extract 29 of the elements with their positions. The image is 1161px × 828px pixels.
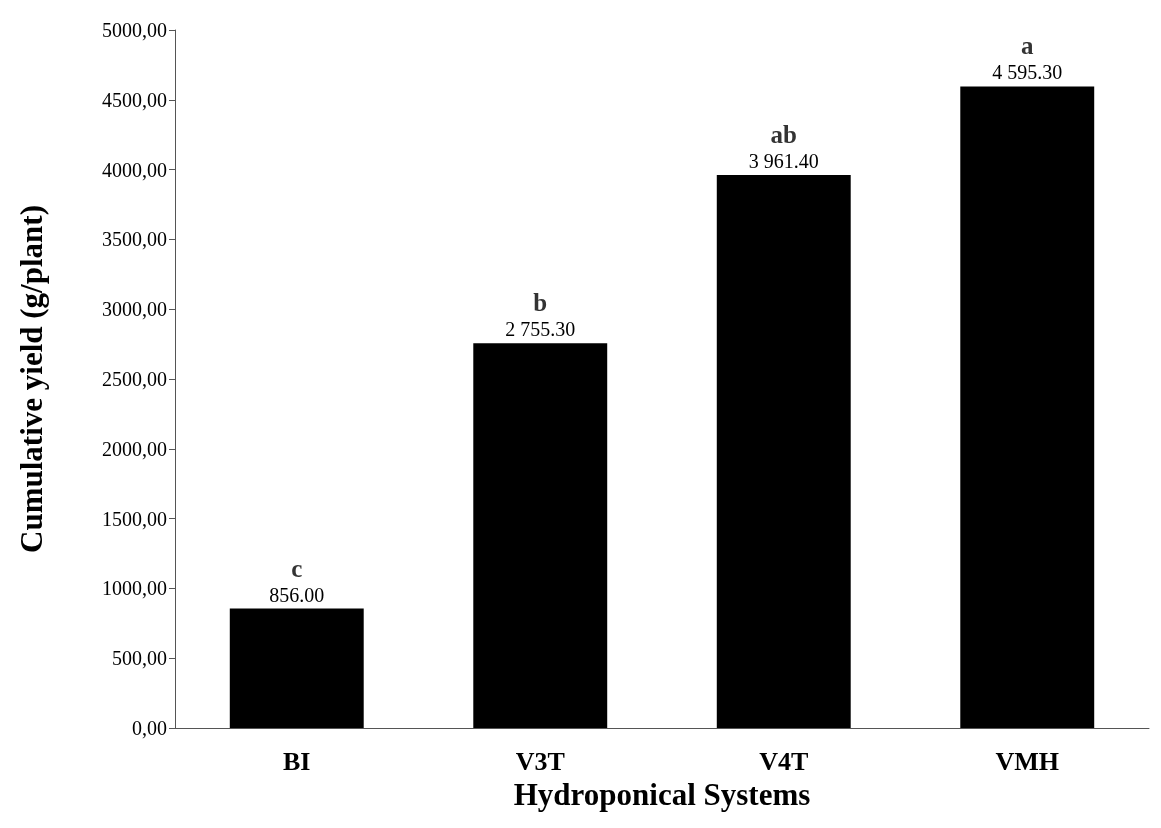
annotation: ab: [770, 120, 797, 148]
x-axis-title: Hydroponical Systems: [513, 776, 811, 812]
y-tick-label: 500,00: [112, 647, 167, 670]
annotation: c: [291, 554, 303, 582]
annotation: b: [533, 289, 548, 317]
bar: [716, 174, 851, 728]
y-tick-label: 3500,00: [102, 228, 167, 251]
y-tick-label: 1000,00: [102, 577, 167, 600]
x-tick-label: VMH: [995, 746, 1060, 776]
y-tick-label: 4500,00: [102, 88, 167, 111]
data-label: 2 755.30: [505, 318, 576, 341]
y-tick-label: 0,00: [132, 717, 167, 739]
y-tick-label: 4000,00: [102, 158, 167, 181]
x-tick-label: BI: [283, 746, 311, 776]
y-tick-label: 5000,00: [102, 19, 167, 41]
data-label: 4 595.30: [992, 61, 1063, 84]
y-tick-label: 1500,00: [102, 507, 167, 530]
bar: [229, 608, 364, 728]
y-tick-label: 2000,00: [102, 437, 167, 460]
bar: [473, 343, 608, 728]
data-label: 856.00: [269, 583, 325, 606]
x-tick-label: V3T: [515, 746, 565, 776]
bar: [960, 86, 1095, 728]
data-label: 3 961.40: [748, 149, 819, 172]
y-tick-label: 2500,00: [102, 368, 167, 390]
annotation: a: [1021, 32, 1034, 60]
y-tick-label: 3000,00: [102, 298, 167, 321]
x-tick-label: V4T: [759, 746, 809, 776]
y-axis-title: Cumulative yield (g/plant): [14, 205, 49, 553]
